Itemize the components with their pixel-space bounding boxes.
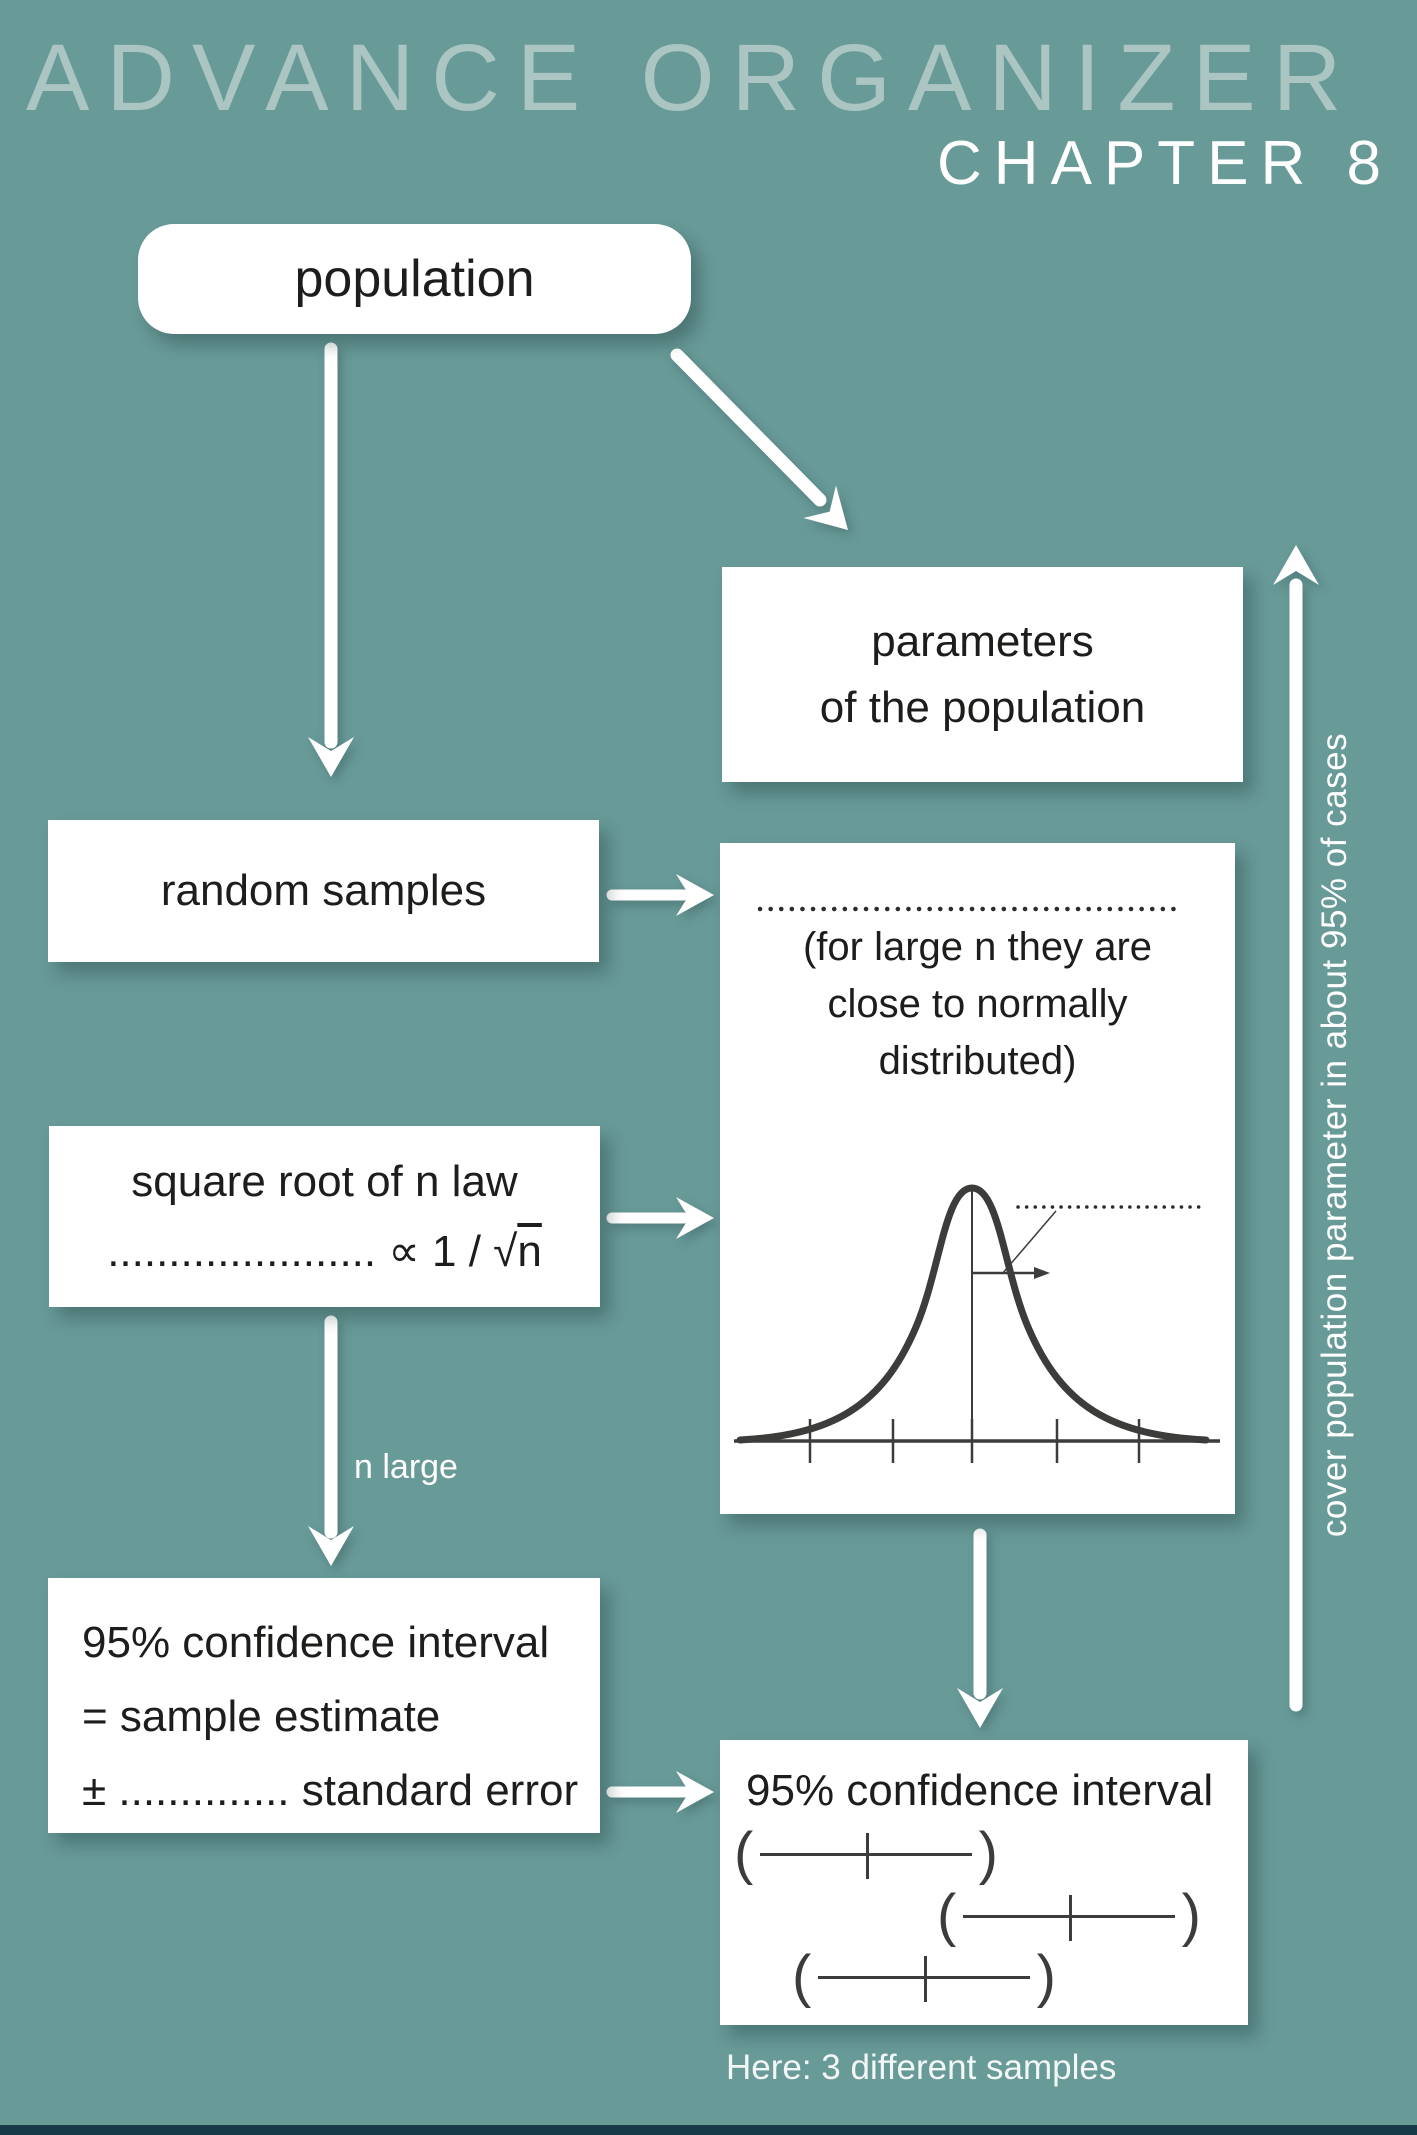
- chapter-label: CHAPTER 8: [937, 129, 1393, 198]
- arrow-population-to-parameters-icon: [670, 348, 848, 530]
- interval-tick: [924, 1955, 927, 2002]
- ci-formula-line2: = sample estimate: [82, 1692, 441, 1741]
- sqrt-law-radicand: n: [517, 1226, 542, 1276]
- sqrt-law-line2: ...................... ∝ 1 / √n: [107, 1217, 542, 1287]
- interval-line: [963, 1894, 1175, 1941]
- normal-curve-figure: [734, 906, 1220, 1463]
- arrow-sqrtlaw-to-distribution-icon: [606, 1197, 714, 1239]
- arrow-samples-to-distribution-icon: [606, 874, 714, 916]
- sampling-distribution-note: (for large n they are close to normally …: [720, 919, 1235, 1090]
- parameters-line2: of the population: [819, 682, 1146, 732]
- bottom-bar: [0, 2125, 1417, 2135]
- random-samples-box: random samples: [48, 820, 599, 962]
- parameters-box: parameters of the population: [722, 567, 1243, 782]
- page-title: ADVANCE ORGANIZER: [26, 25, 1359, 131]
- population-label: population: [294, 250, 535, 308]
- sd-note-line2: close to normally: [827, 982, 1128, 1026]
- interval-line: [760, 1832, 972, 1879]
- bell-curve: [736, 1184, 1210, 1444]
- sd-note-line1: (for large n they are: [802, 925, 1153, 969]
- arrow-nlarge-icon: [308, 1315, 354, 1566]
- interval-line: [818, 1955, 1030, 2002]
- population-box: population: [138, 224, 691, 334]
- arrow-population-to-samples-icon: [308, 342, 354, 777]
- ci-samples-title: 95% confidence interval: [746, 1766, 1214, 1815]
- interval-paren-close: ): [1181, 1883, 1201, 1948]
- arrow-formula-to-samples-icon: [606, 1771, 714, 1813]
- ci-formula-box: 95% confidence interval = sample estimat…: [48, 1578, 600, 1833]
- sqrt-law-box: square root of n law ...................…: [49, 1126, 600, 1307]
- curve-axis-ticks: [808, 1419, 1141, 1463]
- random-samples-label: random samples: [160, 866, 487, 915]
- interval-paren-open: (: [734, 1821, 754, 1886]
- interval-paren-open: (: [937, 1883, 957, 1948]
- interval-sample-2: ( ): [937, 1884, 1201, 1948]
- interval-tick: [866, 1832, 869, 1879]
- arrow-cover-parameter-icon: [1273, 545, 1319, 1712]
- ci-formula-line1: 95% confidence interval: [82, 1618, 550, 1667]
- sd-note-line3: distributed): [878, 1039, 1077, 1083]
- cover-parameter-label: cover population parameter in about 95% …: [1315, 732, 1354, 1538]
- n-large-label: n large: [354, 1448, 458, 1486]
- ci-formula-line3: ± .............. standard error: [82, 1766, 579, 1815]
- interval-sample-3: ( ): [792, 1945, 1056, 2009]
- interval-tick: [1069, 1894, 1072, 1941]
- sqrt-law-blank-dots: ......................: [107, 1226, 377, 1276]
- sampling-distribution-box: (for large n they are close to normally …: [720, 843, 1235, 1514]
- sqrt-law-line1: square root of n law: [131, 1156, 518, 1206]
- interval-paren-close: ): [978, 1821, 998, 1886]
- interval-paren-open: (: [792, 1944, 812, 2009]
- interval-sample-1: ( ): [734, 1822, 998, 1886]
- sd-pointer-line: [1001, 1210, 1057, 1275]
- arrow-distribution-to-cibox-icon: [957, 1528, 1003, 1728]
- parameters-line1: parameters: [871, 616, 1094, 666]
- here-samples-label: Here: 3 different samples: [726, 2048, 1117, 2087]
- sqrt-law-expression: ∝ 1 / √: [376, 1226, 518, 1276]
- interval-paren-close: ): [1036, 1944, 1056, 2009]
